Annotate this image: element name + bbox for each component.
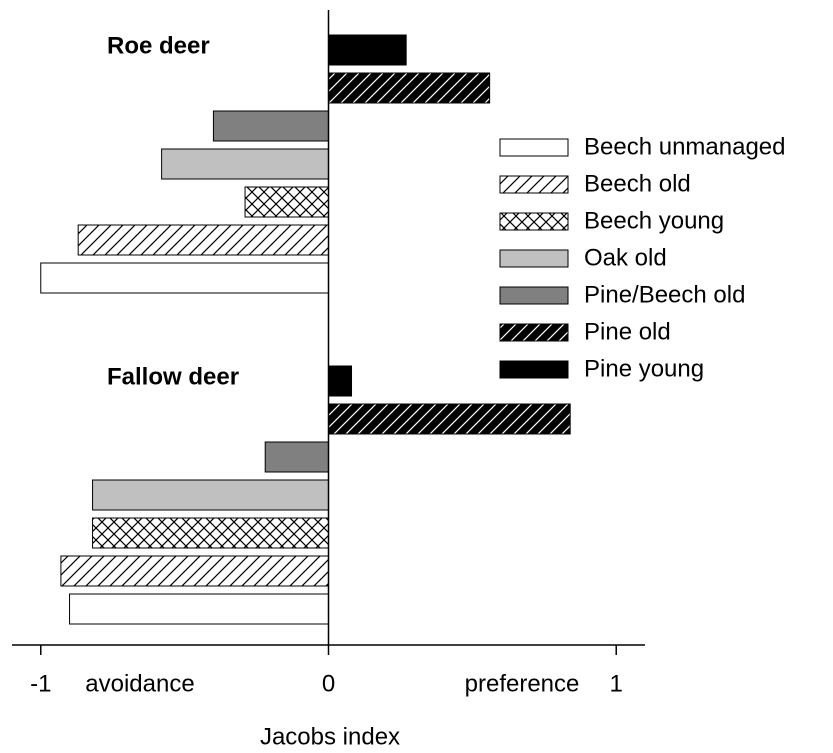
legend-label: Oak old	[584, 244, 667, 271]
legend-label: Pine old	[584, 318, 671, 345]
legend-swatch	[499, 286, 569, 305]
x-tick-label: 1	[610, 670, 623, 697]
bar	[60, 555, 329, 587]
legend-swatch	[499, 249, 569, 268]
bar	[212, 110, 329, 142]
legend-swatch	[499, 360, 569, 379]
bar	[161, 148, 329, 180]
x-tick-label: -1	[30, 670, 51, 697]
bar	[264, 441, 330, 473]
bar	[328, 34, 407, 66]
bar	[244, 186, 330, 218]
bar	[92, 517, 330, 549]
annotation: preference	[465, 670, 580, 697]
legend-label: Beech unmanaged	[584, 133, 786, 160]
bar	[69, 593, 330, 625]
legend-swatch	[499, 138, 569, 157]
bar	[328, 403, 571, 435]
bar	[40, 262, 329, 294]
x-tick-label: 0	[322, 670, 335, 697]
bar	[92, 479, 330, 511]
bar	[328, 365, 353, 397]
legend-label: Pine young	[584, 355, 704, 382]
legend-label: Beech old	[584, 170, 691, 197]
annotation: avoidance	[85, 670, 194, 697]
group-label: Fallow deer	[107, 363, 239, 390]
bar	[328, 72, 491, 104]
group-label: Roe deer	[107, 32, 210, 59]
x-axis-label: Jacobs index	[260, 723, 400, 750]
legend-swatch	[499, 175, 569, 194]
legend-swatch	[499, 212, 569, 231]
legend-label: Pine/Beech old	[584, 281, 745, 308]
legend-swatch	[499, 323, 569, 342]
legend-label: Beech young	[584, 207, 724, 234]
bar	[77, 224, 329, 256]
